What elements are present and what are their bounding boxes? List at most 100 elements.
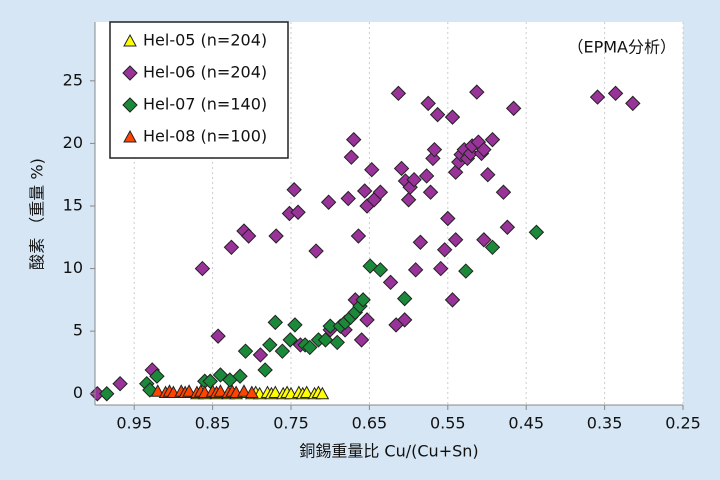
point [343, 149, 360, 165]
y-tick-label: 0 [73, 383, 83, 402]
point [447, 164, 464, 180]
point [268, 385, 283, 398]
point [390, 85, 407, 102]
point [476, 141, 492, 158]
point [340, 190, 356, 207]
point [420, 95, 436, 112]
point [194, 260, 211, 277]
point [182, 384, 196, 397]
point [495, 184, 512, 200]
y-axis-label: 酸素 （重量 %) [28, 158, 47, 270]
point [287, 317, 303, 333]
point [469, 84, 485, 100]
annotation: （EPMA分析） [567, 38, 676, 57]
point [589, 89, 606, 105]
point [388, 317, 404, 333]
point [418, 168, 435, 184]
point [210, 328, 226, 344]
point [237, 343, 254, 359]
point [223, 239, 240, 256]
point [240, 228, 257, 244]
legend-label: Hel-07 (n=140) [143, 95, 267, 114]
point [274, 343, 291, 359]
point [372, 262, 389, 278]
point [444, 109, 461, 125]
x-axis-label: 銅錫重量比 Cu/(Cu+Sn) [299, 442, 478, 461]
point [433, 260, 449, 277]
legend-box [109, 21, 289, 159]
point [359, 312, 375, 328]
point [290, 204, 306, 220]
point [400, 192, 417, 208]
point [607, 85, 624, 102]
point [150, 384, 165, 397]
point [320, 194, 337, 210]
x-tick-label: 0.65 [352, 414, 388, 433]
point [364, 161, 380, 178]
legend-marker [123, 33, 137, 47]
legend-marker [122, 65, 138, 81]
point [440, 210, 456, 227]
point [308, 243, 324, 259]
point [382, 274, 399, 291]
point [317, 332, 334, 348]
point [262, 337, 278, 353]
point [267, 314, 284, 331]
point [355, 292, 371, 308]
point [222, 372, 238, 388]
point [252, 347, 269, 363]
legend: Hel-05 (n=204) Hel-06 (n=204) Hel-07 (n=14… [109, 21, 289, 159]
point [484, 239, 501, 256]
point [406, 171, 422, 188]
point [213, 384, 228, 397]
point [407, 262, 424, 278]
y-tick-label: 25 [63, 70, 83, 89]
x-tick-label: 0.95 [116, 414, 152, 433]
point [244, 385, 259, 398]
point [436, 242, 453, 258]
point [476, 232, 492, 248]
legend-marker [123, 129, 137, 143]
point [286, 182, 302, 198]
x-tick-label: 0.45 [508, 414, 544, 433]
point [202, 373, 218, 389]
point [302, 339, 318, 356]
point [362, 258, 378, 274]
point [112, 376, 128, 392]
point [499, 219, 516, 235]
x-tick-label: 0.55 [430, 414, 466, 433]
point [447, 232, 464, 248]
point [484, 131, 501, 148]
point [149, 368, 165, 384]
point [212, 367, 229, 383]
point [458, 263, 474, 279]
point [350, 228, 367, 244]
point [268, 228, 284, 244]
point [425, 150, 441, 167]
legend-marker [122, 97, 138, 113]
point [528, 224, 545, 240]
point [396, 312, 413, 328]
point [353, 332, 370, 348]
point [396, 290, 413, 307]
point [393, 160, 410, 177]
point [412, 234, 429, 250]
point [257, 362, 273, 378]
y-tick-label: 15 [63, 195, 83, 214]
point [299, 385, 314, 398]
point [480, 166, 496, 183]
y-tick-label: 5 [73, 321, 83, 340]
point [422, 184, 439, 200]
point [505, 100, 522, 117]
points [89, 84, 641, 402]
y-tick-label: 10 [63, 258, 83, 277]
point [429, 106, 446, 123]
point [322, 318, 338, 334]
x-tick-label: 0.35 [587, 414, 623, 433]
x-tick-label: 0.85 [195, 414, 231, 433]
point [444, 292, 461, 308]
point [356, 183, 373, 199]
legend-label: Hel-08 (n=100) [143, 127, 267, 146]
